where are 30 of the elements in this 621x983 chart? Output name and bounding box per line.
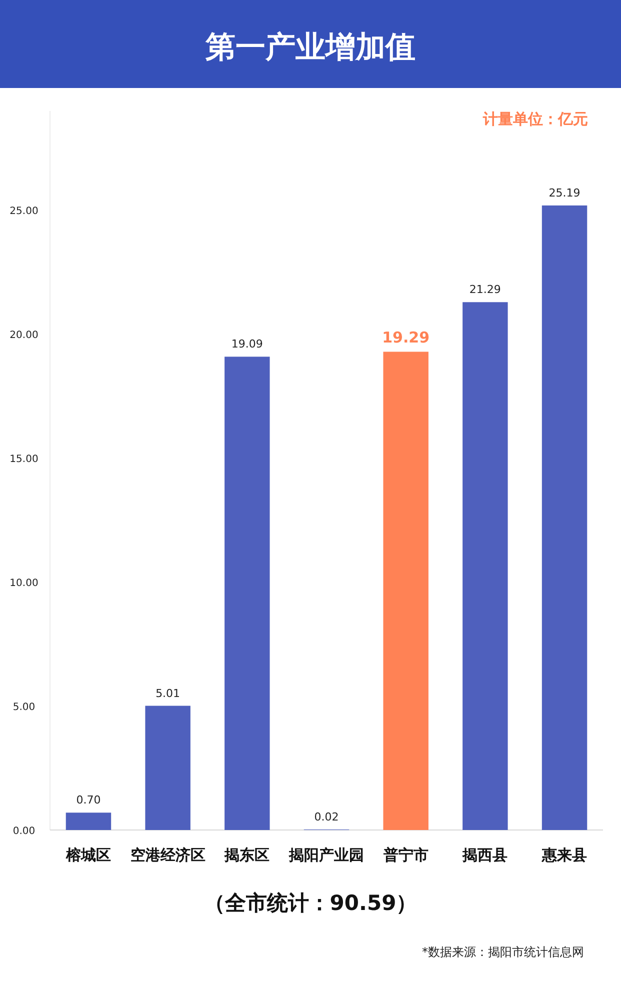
text: *数据来源：揭阳市统计信息网 [422,945,584,959]
text: （全市统计：90.59） [204,891,418,915]
bar [542,205,588,830]
y-tick-label: 0.00 [12,826,36,837]
x-tick-label: 揭东区 [224,846,270,864]
bar [145,706,190,830]
x-tick-label: 揭阳产业园 [288,846,364,864]
y-tick-label: 15.00 [10,454,38,466]
y-tick-label: 20.00 [10,330,38,342]
x-tick-label: 榕城区 [64,846,111,864]
chart-title: 第一产业增加值 [204,30,416,65]
data-label: 25.19 [548,186,580,200]
x-tick-label: 惠来县 [541,846,588,864]
bar [66,812,112,830]
data-label: 0.70 [76,794,101,807]
bar [383,352,428,830]
y-tick-label: 5.00 [12,702,36,714]
y-tick-label: 25.00 [10,206,38,218]
data-label: 5.01 [156,686,180,700]
annotation: 计量单位：亿元 [482,110,588,128]
data-label: 19.29 [382,328,430,347]
y-tick-label: 10.00 [10,578,38,590]
data-label: 19.09 [231,338,263,351]
data-label: 21.29 [469,283,501,296]
x-tick-label: 揭西县 [462,846,508,864]
data-label: 0.02 [314,810,339,824]
x-tick-label: 空港经济区 [130,846,206,864]
x-tick-label: 普宁市 [382,846,428,864]
bar [224,356,270,830]
bar [462,302,508,830]
